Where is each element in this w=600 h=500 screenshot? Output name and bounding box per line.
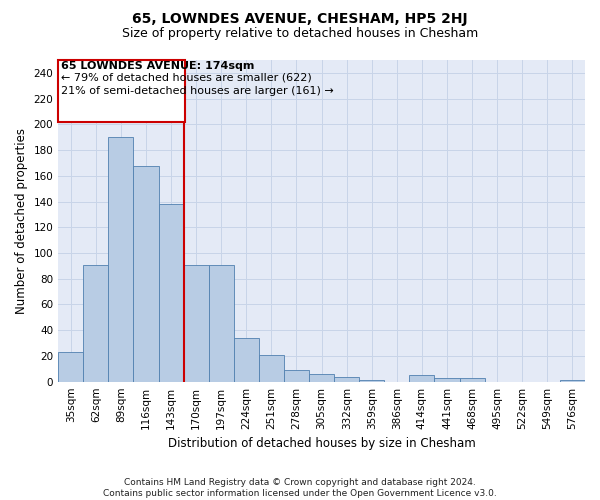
FancyBboxPatch shape <box>58 60 185 122</box>
Text: Size of property relative to detached houses in Chesham: Size of property relative to detached ho… <box>122 28 478 40</box>
Text: 65 LOWNDES AVENUE: 174sqm: 65 LOWNDES AVENUE: 174sqm <box>61 62 254 72</box>
Bar <box>334 376 359 382</box>
X-axis label: Distribution of detached houses by size in Chesham: Distribution of detached houses by size … <box>168 437 475 450</box>
Bar <box>409 375 434 382</box>
Bar <box>259 354 284 382</box>
Bar <box>158 204 184 382</box>
Bar <box>234 338 259 382</box>
Text: ← 79% of detached houses are smaller (622): ← 79% of detached houses are smaller (62… <box>61 73 311 83</box>
Bar <box>560 380 585 382</box>
Bar <box>309 374 334 382</box>
Text: 65, LOWNDES AVENUE, CHESHAM, HP5 2HJ: 65, LOWNDES AVENUE, CHESHAM, HP5 2HJ <box>132 12 468 26</box>
Bar <box>83 264 109 382</box>
Bar <box>284 370 309 382</box>
Text: Contains HM Land Registry data © Crown copyright and database right 2024.
Contai: Contains HM Land Registry data © Crown c… <box>103 478 497 498</box>
Bar <box>209 264 234 382</box>
Bar <box>359 380 385 382</box>
Bar <box>184 264 209 382</box>
Bar <box>109 137 133 382</box>
Text: 21% of semi-detached houses are larger (161) →: 21% of semi-detached houses are larger (… <box>61 86 334 96</box>
Bar <box>133 166 158 382</box>
Bar <box>460 378 485 382</box>
Y-axis label: Number of detached properties: Number of detached properties <box>15 128 28 314</box>
Bar <box>58 352 83 382</box>
Bar <box>434 378 460 382</box>
